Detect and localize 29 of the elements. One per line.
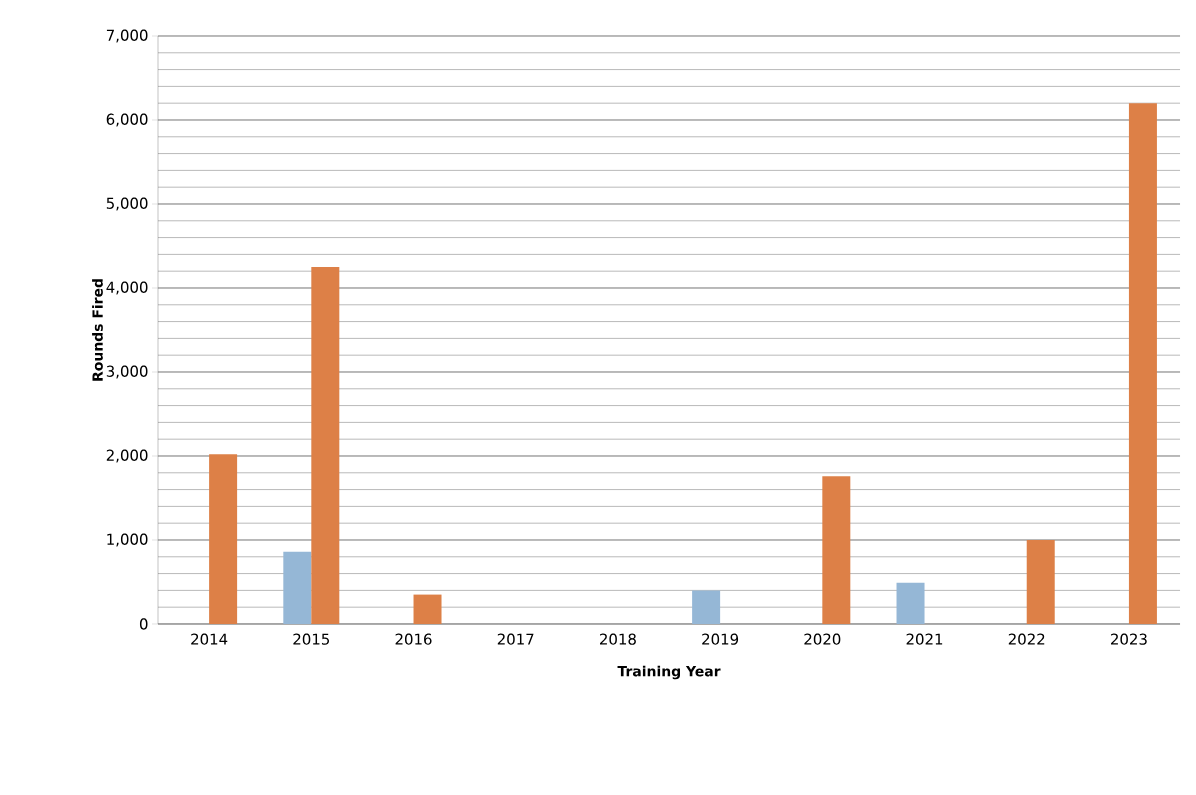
x-tick-label: 2023: [1111, 633, 1147, 645]
bar: [1128, 103, 1157, 624]
y-tick-label: 6,000: [106, 113, 148, 127]
bar: [692, 590, 721, 624]
bar: [311, 266, 340, 624]
y-tick-label: 2,000: [106, 449, 148, 463]
bar: [283, 551, 312, 624]
x-tick-label: 2015: [293, 633, 330, 645]
x-tick-label: 2022: [1008, 633, 1045, 645]
x-tick-label: 2014: [191, 633, 228, 645]
y-tick-label: 7,000: [106, 29, 148, 43]
y-tick-label: 1,000: [107, 533, 148, 547]
x-tick-label: 2017: [497, 633, 534, 645]
bar: [209, 454, 238, 624]
x-tick-label: 2016: [395, 633, 432, 645]
x-tick-label: 2018: [600, 633, 636, 645]
x-tick-label: 2019: [702, 633, 739, 645]
y-tick-label: 0: [139, 618, 148, 630]
x-axis-title: Training Year: [617, 665, 721, 680]
bar: [413, 594, 442, 624]
x-tick-label: 2020: [804, 633, 841, 645]
x-tick-label: 2021: [906, 633, 943, 645]
bar: [1026, 539, 1055, 624]
bar: [896, 582, 925, 624]
y-tick-label: 5,000: [106, 197, 148, 211]
y-tick-label: 3,000: [106, 365, 148, 379]
y-axis-title: Rounds Fired: [92, 279, 103, 381]
bar: [822, 476, 851, 624]
y-tick-label: 4,000: [106, 281, 148, 295]
